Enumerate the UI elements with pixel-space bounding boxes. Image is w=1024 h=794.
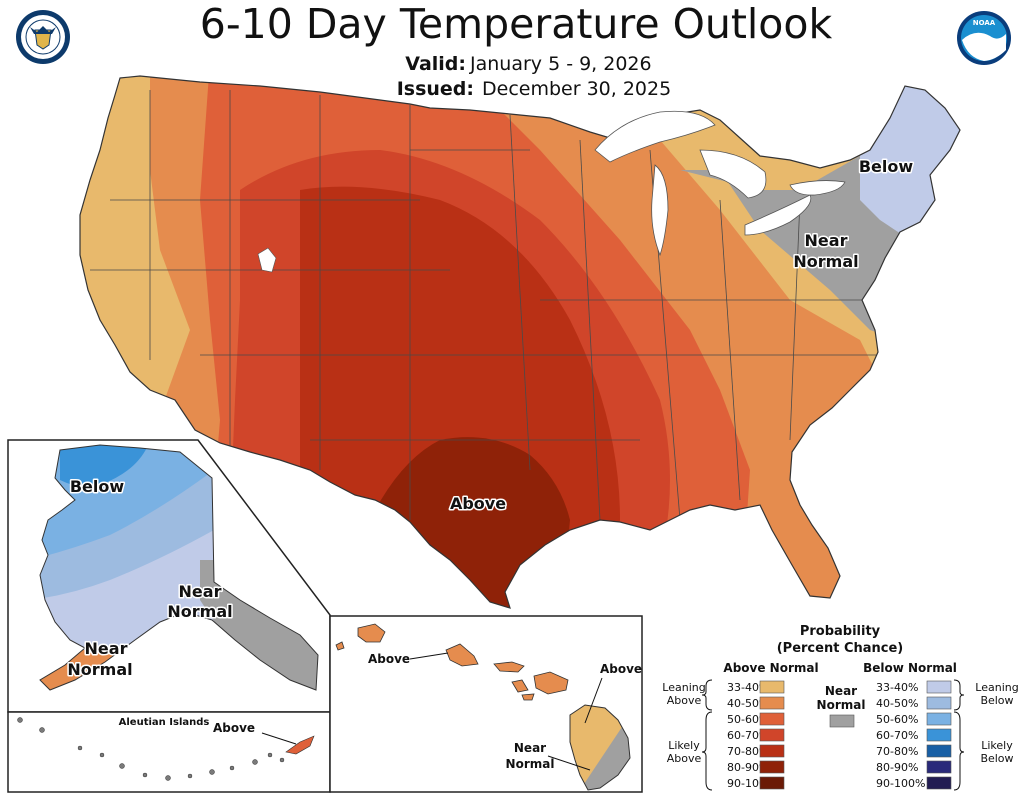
legend-near-label-2: Normal	[817, 698, 866, 712]
legend-leaning-below-1: Leaning	[975, 681, 1018, 694]
aleutian-above-label: Above	[213, 721, 255, 735]
legend-near-swatch	[829, 714, 855, 728]
valid-value: January 5 - 9, 2026	[469, 53, 652, 75]
great-lakes	[594, 110, 846, 257]
legend-below-range-3: 60-70%	[876, 729, 918, 742]
legend-above-range-2: 50-60%	[727, 713, 769, 726]
legend-below-range-0: 33-40%	[876, 681, 918, 694]
legend-title-2: (Percent Chance)	[777, 641, 904, 656]
hawaii-near-label-2: Normal	[506, 757, 555, 771]
commerce-seal-logo	[16, 10, 70, 64]
legend-leaning-above-2: Above	[667, 694, 702, 707]
issued-label: Issued:	[397, 78, 474, 100]
alaska-inset: Below Near Normal Near Normal	[7, 439, 331, 713]
aleutian-islands-inset: Aleutian Islands Above	[7, 711, 331, 793]
legend-above-swatch-2	[759, 712, 785, 726]
hawaii-near-label-1: Near	[514, 741, 546, 755]
svg-text:NOAA: NOAA	[973, 19, 996, 27]
legend-below-range-4: 70-80%	[876, 745, 918, 758]
conus-near-label-2: Normal	[793, 252, 858, 271]
legend-below-swatch-2	[926, 712, 952, 726]
legend-above-swatch-5	[759, 760, 785, 774]
legend-title-1: Probability	[800, 624, 881, 639]
conus-above-label: Above	[450, 494, 506, 513]
conus-below-label: Below	[859, 157, 914, 176]
legend-leaning-above-1: Leaning	[662, 681, 705, 694]
noaa-logo: NOAA	[957, 11, 1011, 65]
legend-above-swatch-0	[759, 680, 785, 694]
issued-value: December 30, 2025	[482, 78, 671, 100]
legend-below-header: Below Normal	[863, 661, 957, 675]
conus-near-label-1: Near	[805, 231, 848, 250]
legend-above-header: Above Normal	[723, 661, 818, 675]
legend-above-swatch-4	[759, 744, 785, 758]
legend-below-swatch-6	[926, 776, 952, 790]
legend-below-range-1: 40-50%	[876, 697, 918, 710]
legend-above-range-3: 60-70%	[727, 729, 769, 742]
legend-below-range-5: 80-90%	[876, 761, 918, 774]
alaska-near-label-a1: Near	[179, 582, 222, 601]
legend-below-swatch-3	[926, 728, 952, 742]
legend-below-range-2: 50-60%	[876, 713, 918, 726]
legend-near-label-1: Near	[825, 684, 857, 698]
valid-label: Valid:	[405, 53, 466, 75]
legend-below-swatch-0	[926, 680, 952, 694]
legend-above-swatch-3	[759, 728, 785, 742]
legend-above-swatch-6	[759, 776, 785, 790]
legend-likely-above-1: Likely	[668, 739, 700, 752]
legend-below-swatch-4	[926, 744, 952, 758]
legend-below-range-6: 90-100%	[876, 777, 925, 790]
legend-likely-above-2: Above	[667, 752, 702, 765]
legend-above-range-0: 33-40%	[727, 681, 769, 694]
legend-above-range-1: 40-50%	[727, 697, 769, 710]
alaska-below-label: Below	[70, 477, 125, 496]
probability-legend: Probability (Percent Chance) Above Norma…	[662, 624, 1019, 791]
legend-below-swatch-5	[926, 760, 952, 774]
page-title: 6-10 Day Temperature Outlook	[200, 0, 833, 48]
legend-leaning-below-2: Below	[980, 694, 1013, 707]
legend-below-swatch-1	[926, 696, 952, 710]
great-salt-lake	[257, 247, 277, 273]
legend-above-range-4: 70-80%	[727, 745, 769, 758]
legend-above-swatch-1	[759, 696, 785, 710]
legend-likely-below-1: Likely	[981, 739, 1013, 752]
alaska-near-label-a2: Normal	[167, 602, 232, 621]
legend-above-range-5: 80-90%	[727, 761, 769, 774]
aleutian-title: Aleutian Islands	[119, 717, 210, 728]
alaska-near-label-b2: Normal	[67, 660, 132, 679]
alaska-near-label-b1: Near	[85, 639, 128, 658]
hawaii-inset: Above Above Near Normal	[329, 615, 643, 793]
hawaii-above-label-2: Above	[600, 662, 642, 676]
legend-likely-below-2: Below	[980, 752, 1013, 765]
hawaii-above-label-1: Above	[368, 652, 410, 666]
